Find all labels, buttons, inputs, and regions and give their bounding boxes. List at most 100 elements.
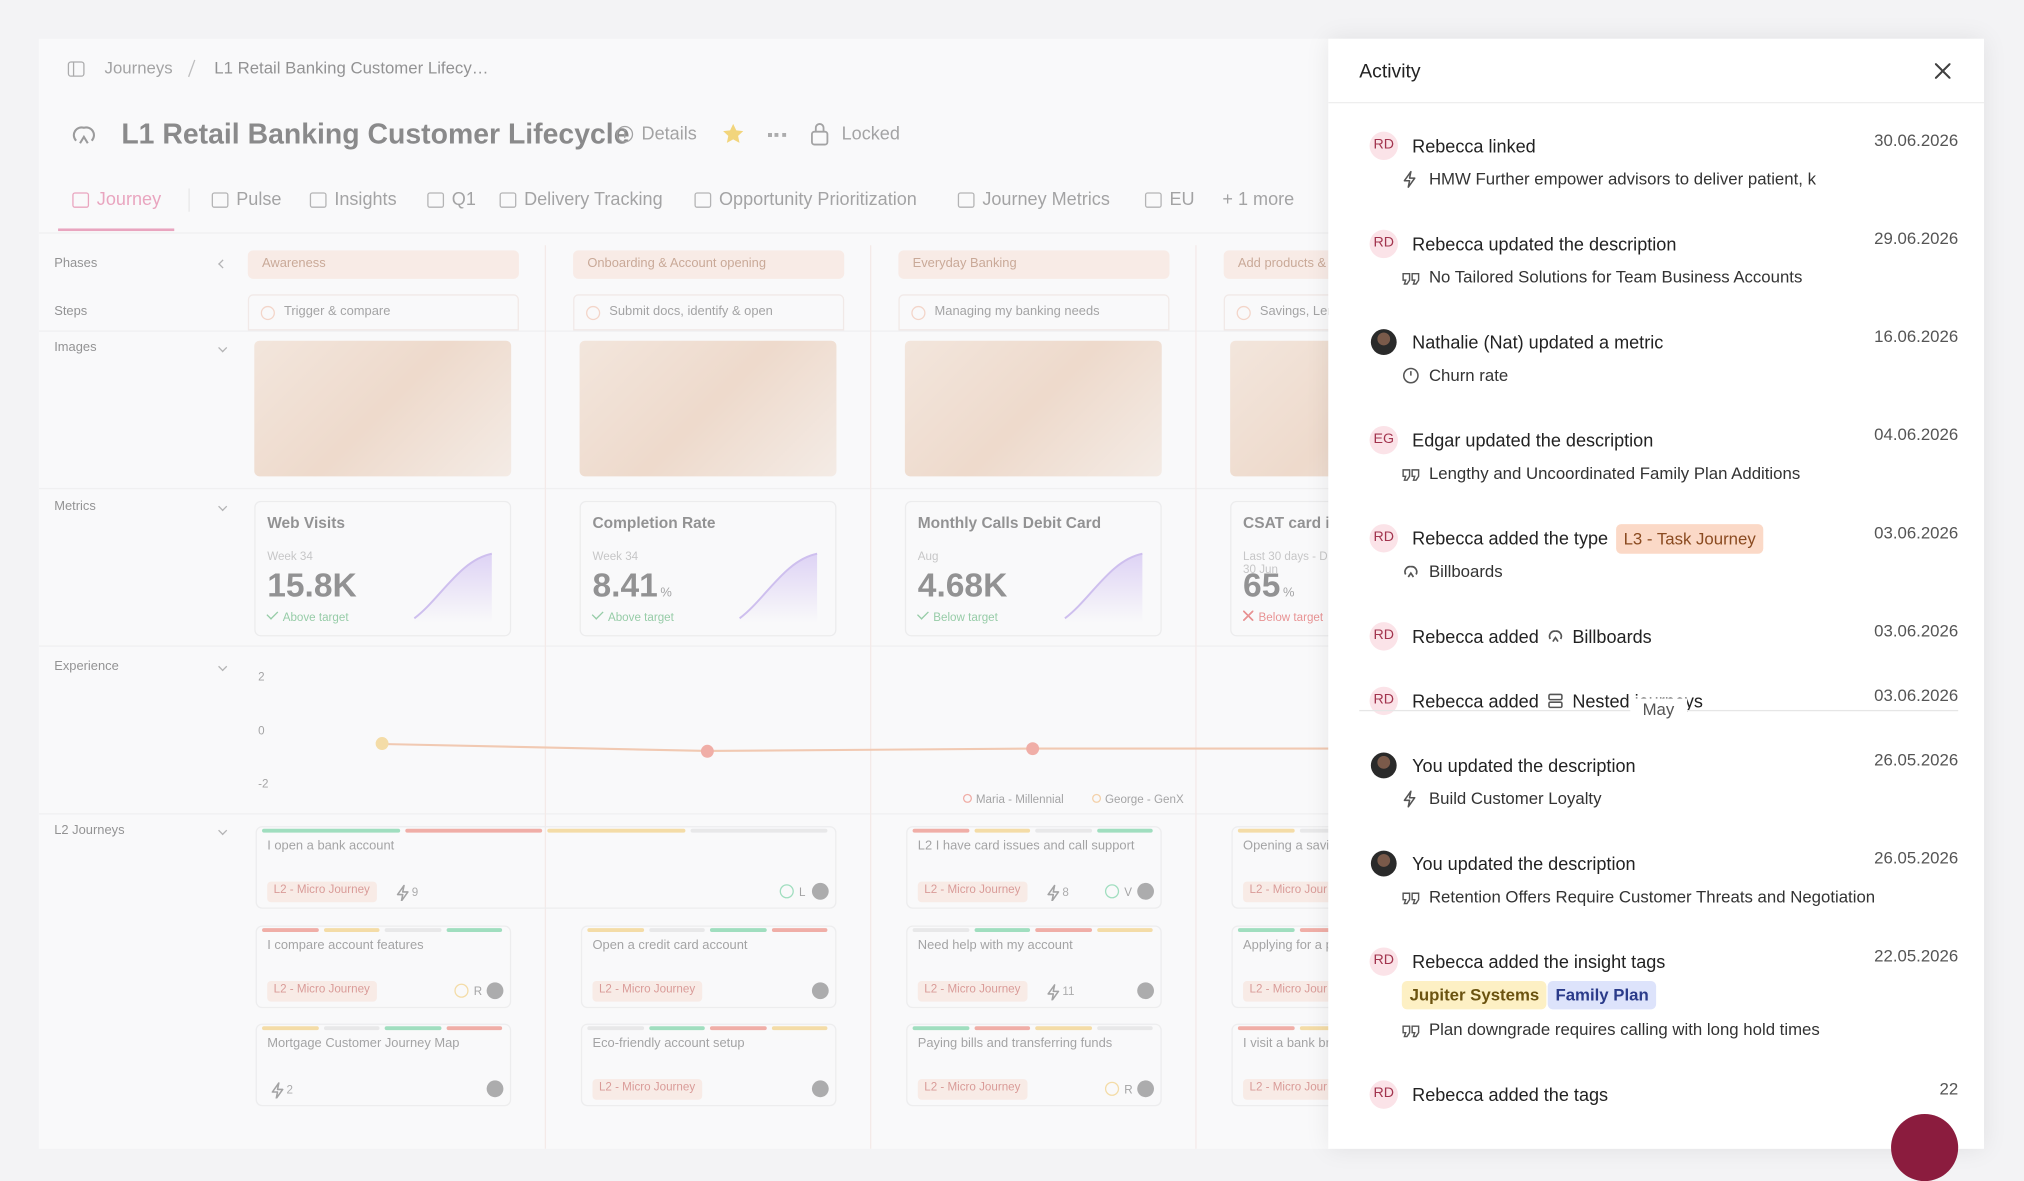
object-icon <box>1548 693 1563 709</box>
metric-card: Web Visits Week 34 15.8K Above target <box>254 500 512 637</box>
step-card: Submit docs, identify & open <box>573 294 845 331</box>
metric-period: Week 34 <box>267 549 313 563</box>
l2-card-title: Paying bills and transferring funds <box>917 1036 1113 1051</box>
avatar: RD <box>1369 229 1398 259</box>
step-image <box>254 340 512 477</box>
l2-tag: L2 - Micro Jour <box>1243 881 1330 903</box>
screen: Journeys L1 Retail Banking Customer Lifec… <box>38 38 1984 1181</box>
details-button[interactable]: Details <box>641 122 697 144</box>
activity-date: 16.06.2026 <box>1874 326 1959 346</box>
breadcrumb-separator-label: L1 Retail Banking Customer Lifecy… <box>214 57 489 78</box>
activity-text: Rebecca added <box>1412 626 1539 647</box>
star-icon <box>723 123 744 143</box>
close-button[interactable] <box>1934 63 1951 79</box>
activity-detail: No Tailored Solutions for Team Business … <box>1428 267 1803 287</box>
detail-icon <box>1402 367 1419 384</box>
tab[interactable]: Opportunity Prioritization <box>718 188 917 210</box>
y-tick-label: -2 <box>258 777 269 791</box>
activity-text: Rebecca added the insight tags <box>1412 951 1666 972</box>
l2-card[interactable]: Paying bills and transferring funds L2 - … <box>906 1023 1162 1107</box>
activity-line: Rebecca added the insight tags <box>1412 946 1928 977</box>
l2-card-title: L2 I have card issues and call support <box>917 839 1135 854</box>
step-dot <box>911 305 926 321</box>
tab-icon <box>957 192 975 208</box>
metric-period: 30 Jun <box>1243 562 1278 576</box>
progress-segment <box>973 1026 1031 1031</box>
tab-underline <box>58 228 175 232</box>
l2-card[interactable]: Open a credit card account L2 - Micro Jou… <box>580 925 837 1009</box>
progress-segment <box>323 928 380 932</box>
activity-date: 26.05.2026 <box>1874 749 1959 770</box>
activity-text: You updated the description <box>1412 853 1636 874</box>
avatar-initials: RD <box>1373 235 1395 251</box>
avatar-photo <box>1370 850 1397 877</box>
tabs-border <box>38 232 1330 234</box>
tab[interactable]: + 1 more <box>1222 188 1295 210</box>
l2-card-title: Need help with my account <box>917 938 1073 953</box>
metric-card: Completion Rate Week 34 8.41% Above target <box>579 500 837 637</box>
journey-icon <box>72 126 95 144</box>
column-divider <box>544 245 547 1149</box>
l2-card[interactable]: Applying for a p L2 - Micro Jour <box>1231 925 1330 1009</box>
tab[interactable]: Journey Metrics <box>982 188 1110 210</box>
activity-date: 22 <box>1939 1078 1959 1099</box>
l2-tag-label: L2 - Micro Journey <box>598 982 696 996</box>
metric-name: Monthly Calls Debit Card <box>917 513 1102 532</box>
activity-line: Rebecca updated the description <box>1412 228 1928 259</box>
breadcrumb-link[interactable]: Journeys <box>104 57 173 78</box>
tab[interactable]: Journey <box>96 188 162 210</box>
avatar <box>811 1080 829 1098</box>
assignee-initial: R <box>473 984 483 998</box>
activity-line: Edgar updated the description <box>1412 425 1928 456</box>
step-label: Trigger & compare <box>283 304 391 319</box>
l2-count: 2 <box>286 1082 294 1096</box>
l2-card[interactable]: Eco-friendly account setup L2 - Micro Jou… <box>580 1023 837 1107</box>
month-label: May <box>1629 698 1688 722</box>
metric-name: Completion Rate <box>592 513 716 532</box>
step-image <box>904 340 1162 477</box>
chat-button[interactable] <box>1891 1113 1959 1181</box>
panel-title: Activity <box>1359 60 1421 82</box>
l2-card-title: I compare account features <box>267 938 424 953</box>
metric-value: 15.8K <box>267 565 357 605</box>
legend-label: Maria - Millennial <box>975 792 1064 806</box>
row-divider <box>38 645 1330 647</box>
l2-card[interactable]: I visit a bank br L2 - Micro Jour <box>1231 1023 1330 1107</box>
avatar-initials: RD <box>1373 627 1395 644</box>
avatar-initials: RD <box>1373 137 1395 153</box>
step-dot <box>260 305 275 321</box>
tab[interactable]: EU <box>1169 188 1195 210</box>
l2-card[interactable]: Opening a savi L2 - Micro Jour <box>1231 826 1330 909</box>
l2-card[interactable]: L2 I have card issues and call support L2… <box>906 826 1162 909</box>
more-button[interactable] <box>768 132 787 137</box>
tab[interactable]: Insights <box>334 188 397 210</box>
progress-segment <box>1035 1026 1092 1031</box>
l2-card[interactable]: I open a bank account L2 - Micro Journey 9… <box>255 826 837 909</box>
detail-icon <box>1402 1025 1420 1038</box>
progress-segment <box>1299 828 1330 833</box>
phase-pill: Onboarding & Account opening <box>573 250 845 279</box>
activity-text: Rebecca added the type <box>1412 527 1609 549</box>
l2-tag-label: L2 - Micro Jour <box>1249 982 1328 996</box>
l2-card[interactable]: Need help with my account L2 - Micro Jour… <box>906 925 1162 1009</box>
tab[interactable]: Q1 <box>451 188 476 210</box>
l2-card[interactable]: Mortgage Customer Journey Map 2 <box>255 1023 512 1107</box>
tab[interactable]: Delivery Tracking <box>524 188 663 210</box>
progress-segment <box>1237 1026 1295 1031</box>
status-circle <box>779 884 794 899</box>
activity-line: You updated the description <box>1412 750 1928 781</box>
phase-pill: Add products & <box>1223 250 1330 279</box>
row-divider <box>38 487 1330 490</box>
l2-card[interactable]: I compare account features L2 - Micro Jou… <box>255 925 512 1009</box>
avatar-initials: RD <box>1373 953 1395 969</box>
tab[interactable]: Pulse <box>236 188 282 210</box>
progress-segment <box>1096 928 1153 932</box>
activity-detail: Lengthy and Uncoordinated Family Plan Ad… <box>1428 463 1801 483</box>
progress-segment <box>262 1026 319 1031</box>
l2-card-title: I open a bank account <box>267 839 395 854</box>
metric-period: Week 34 <box>592 549 639 563</box>
activity-date: 26.05.2026 <box>1874 847 1959 868</box>
activity-detail: HMW Further empower advisors to deliver … <box>1428 168 1816 189</box>
assignee-initial: V <box>1124 885 1133 899</box>
step-image <box>579 340 837 477</box>
